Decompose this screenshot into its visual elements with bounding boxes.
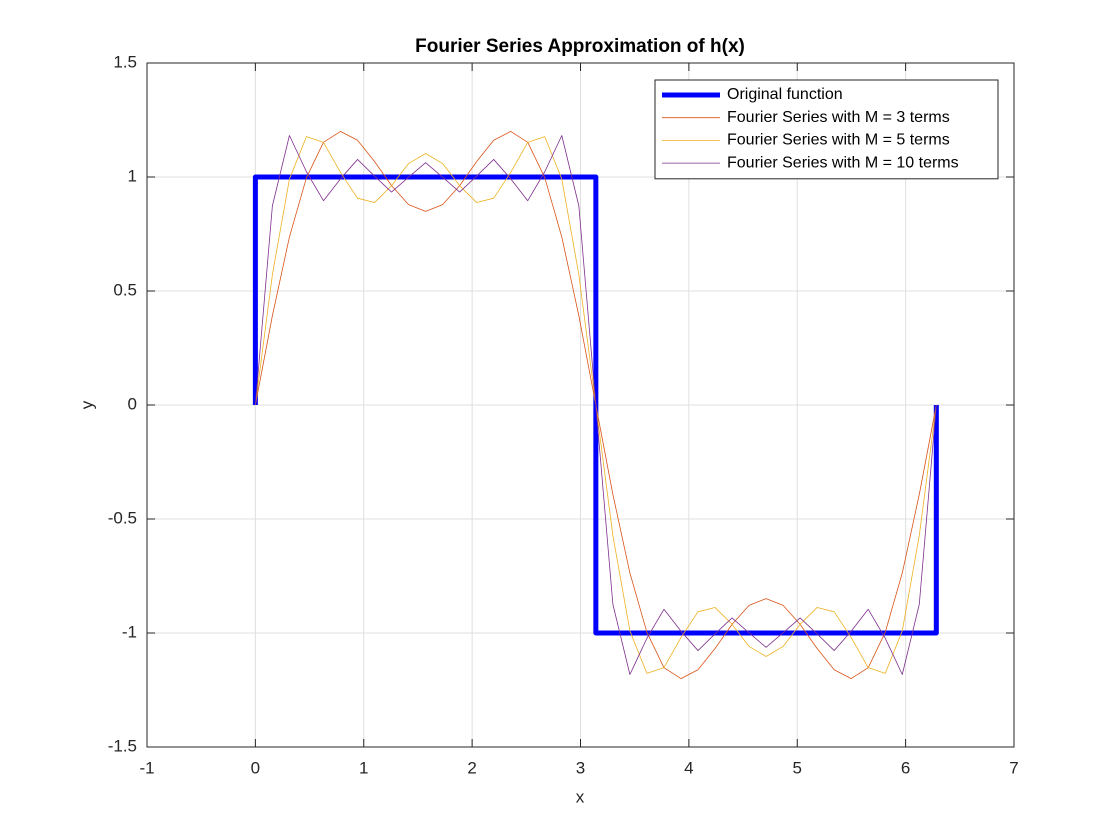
chart-title: Fourier Series Approximation of h(x) — [415, 36, 745, 57]
y-tick-label: 0 — [128, 394, 137, 413]
legend-label: Original function — [727, 86, 843, 103]
y-tick-label: 1 — [128, 166, 137, 185]
y-tick-label: -1.5 — [108, 736, 137, 755]
legend-label: Fourier Series with M = 3 terms — [727, 109, 950, 126]
plot-frame — [146, 62, 1015, 748]
legend-label: Fourier Series with M = 5 terms — [727, 132, 950, 149]
x-tick-label: 7 — [1009, 758, 1018, 777]
x-tick-label: 4 — [684, 758, 693, 777]
series-line — [254, 135, 937, 675]
x-tick-label: -1 — [139, 758, 154, 777]
x-tick-label: 2 — [467, 758, 476, 777]
y-tick-label: -1 — [122, 622, 137, 641]
x-tick-label: 0 — [251, 758, 260, 777]
y-tick-label: 1.5 — [113, 52, 137, 71]
x-tick-label: 1 — [359, 758, 368, 777]
x-tick-label: 5 — [793, 758, 802, 777]
legend-label: Fourier Series with M = 10 terms — [727, 154, 959, 171]
y-tick-label: -0.5 — [108, 508, 137, 527]
x-axis-label: x — [576, 787, 585, 806]
x-tick-label: 6 — [901, 758, 910, 777]
y-axis-label: y — [77, 400, 96, 409]
y-tick-label: 0.5 — [113, 280, 137, 299]
x-tick-label: 3 — [576, 758, 585, 777]
